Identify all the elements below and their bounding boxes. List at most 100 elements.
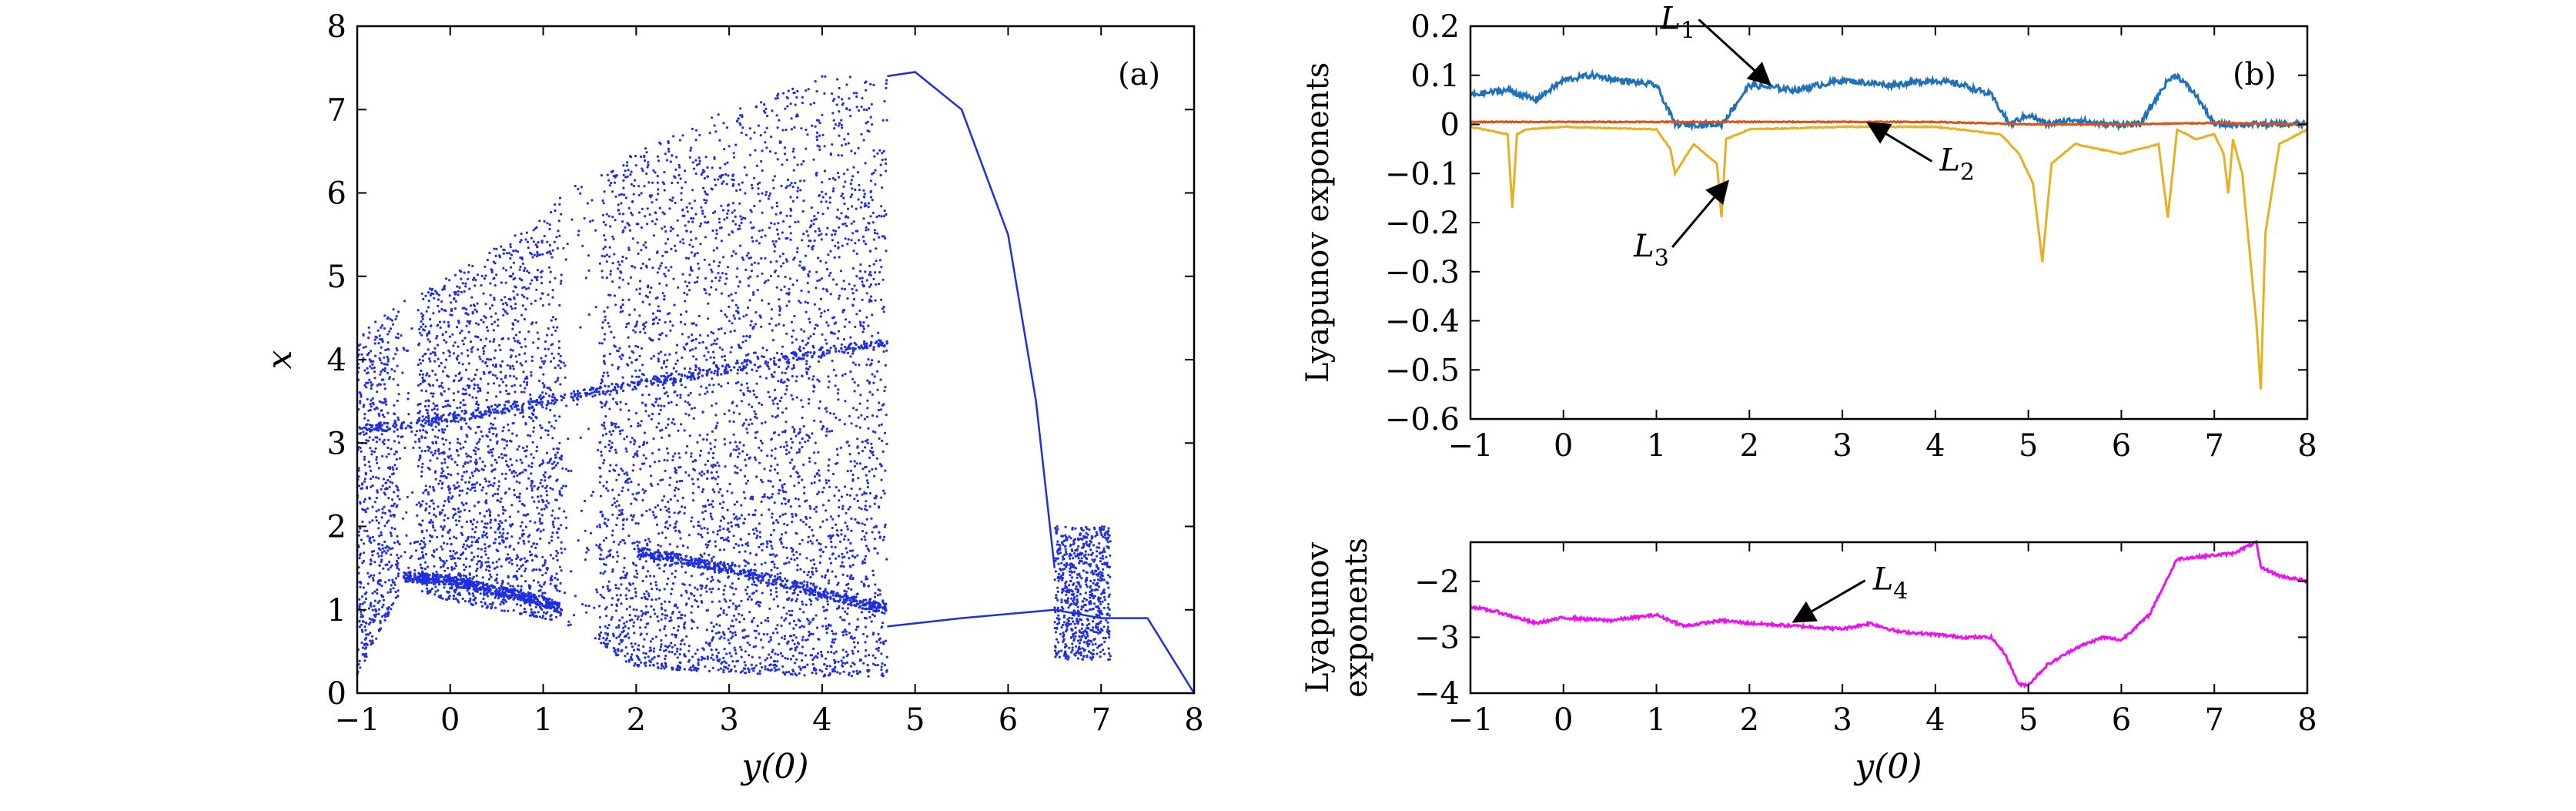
bifurcation-point xyxy=(868,270,872,274)
bifurcation-point xyxy=(661,383,664,387)
bifurcation-point xyxy=(440,467,443,471)
bifurcation-point xyxy=(694,129,698,132)
bifurcation-point xyxy=(610,421,613,424)
bifurcation-point xyxy=(760,543,763,546)
bifurcation-point xyxy=(452,598,455,601)
bifurcation-point xyxy=(884,469,887,472)
bifurcation-point xyxy=(539,481,542,485)
bifurcation-point xyxy=(359,527,362,530)
bifurcation-point xyxy=(551,249,554,252)
bifurcation-point xyxy=(661,478,664,481)
bifurcation-point xyxy=(558,590,561,593)
bifurcation-point xyxy=(727,627,731,631)
bifurcation-point xyxy=(745,254,748,257)
bifurcation-point xyxy=(360,615,363,618)
bifurcation-point xyxy=(711,578,714,581)
bifurcation-point xyxy=(867,324,870,327)
bifurcation-point xyxy=(612,175,615,178)
bifurcation-point xyxy=(418,373,422,376)
bifurcation-point xyxy=(700,474,703,477)
bifurcation-point xyxy=(553,240,556,243)
bifurcation-point xyxy=(371,519,374,522)
bifurcation-point xyxy=(444,400,447,403)
bifurcation-point xyxy=(484,480,488,483)
bifurcation-point xyxy=(670,592,673,595)
bifurcation-point xyxy=(765,190,768,193)
bifurcation-point xyxy=(391,466,394,469)
bifurcation-point xyxy=(738,202,741,205)
bifurcation-point xyxy=(518,537,521,540)
bifurcation-point xyxy=(838,110,841,113)
bifurcation-point xyxy=(755,240,758,243)
bifurcation-point xyxy=(631,518,634,521)
bifurcation-point xyxy=(656,322,660,325)
bifurcation-point xyxy=(453,297,456,300)
bifurcation-point xyxy=(752,325,755,328)
bifurcation-point xyxy=(844,521,847,524)
bifurcation-point xyxy=(849,460,852,463)
bifurcation-point xyxy=(599,571,602,575)
bifurcation-point xyxy=(510,440,513,443)
bifurcation-point xyxy=(652,650,655,653)
bifurcation-point xyxy=(493,357,496,360)
bifurcation-point xyxy=(651,181,654,184)
bifurcation-point xyxy=(786,178,790,182)
bifurcation-point xyxy=(841,664,844,667)
bifurcation-point xyxy=(873,538,876,541)
bifurcation-point xyxy=(550,333,554,337)
bifurcation-point xyxy=(371,635,374,638)
bifurcation-point xyxy=(544,429,547,432)
bifurcation-point xyxy=(490,315,493,318)
bifurcation-point xyxy=(853,645,856,649)
bifurcation-point xyxy=(651,637,654,641)
bifurcation-point xyxy=(474,526,478,529)
bifurcation-point xyxy=(553,461,556,464)
bifurcation-point xyxy=(562,361,565,364)
bifurcation-point xyxy=(873,474,876,478)
bifurcation-point xyxy=(386,591,390,594)
bifurcation-point xyxy=(413,569,417,572)
bifurcation-point xyxy=(574,184,577,188)
bifurcation-point xyxy=(490,526,493,529)
bifurcation-point xyxy=(809,335,812,338)
bifurcation-point xyxy=(757,187,760,190)
bifurcation-point xyxy=(857,625,860,628)
bifurcation-point xyxy=(751,240,754,243)
bifurcation-point xyxy=(591,395,594,398)
bifurcation-point xyxy=(607,215,611,218)
bifurcation-point xyxy=(545,506,548,509)
bifurcation-point xyxy=(417,384,420,387)
bifurcation-point xyxy=(490,518,493,521)
bifurcation-point xyxy=(373,407,376,411)
bifurcation-point xyxy=(697,524,700,528)
bifurcation-point xyxy=(473,377,476,380)
bifurcation-point xyxy=(604,333,607,336)
bifurcation-point xyxy=(469,460,472,463)
bifurcation-point xyxy=(767,279,770,282)
bifurcation-point xyxy=(687,220,691,223)
bifurcation-point xyxy=(798,553,801,556)
bifurcation-point xyxy=(754,323,758,326)
bifurcation-point xyxy=(820,311,823,315)
bifurcation-point xyxy=(761,665,764,669)
bifurcation-point xyxy=(434,354,437,357)
bifurcation-point xyxy=(851,232,855,235)
bifurcation-point xyxy=(614,587,617,590)
bifurcation-point xyxy=(805,128,808,132)
bifurcation-point xyxy=(647,163,650,166)
bifurcation-point xyxy=(880,215,883,218)
bifurcation-point xyxy=(463,508,467,511)
bifurcation-point xyxy=(728,482,731,486)
bifurcation-point xyxy=(722,528,725,531)
bifurcation-point xyxy=(534,521,537,524)
bifurcation-point xyxy=(447,498,450,501)
bifurcation-point xyxy=(740,648,743,652)
bifurcation-point xyxy=(420,466,423,469)
bifurcation-point xyxy=(448,441,452,444)
bifurcation-point xyxy=(556,589,559,592)
bifurcation-point xyxy=(707,350,710,354)
bifurcation-point xyxy=(846,297,849,300)
bifurcation-point xyxy=(748,390,751,393)
bifurcation-point xyxy=(879,641,882,644)
